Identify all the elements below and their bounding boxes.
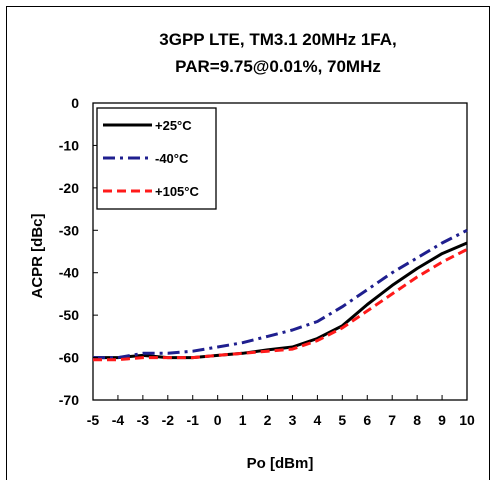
y-tick-label: -60 [59,350,79,366]
x-tick-label: 9 [438,412,446,428]
plot-border [92,102,468,401]
y-axis-label: ACPR [dBc] [29,213,46,298]
legend: +25°C -40°C +105°C [96,107,217,210]
plot-area [92,102,468,401]
series-layer [93,228,468,362]
x-tick-label: 3 [289,412,297,428]
y-tick-label: 0 [71,95,79,111]
chart-title-line-1: 3GPP LTE, TM3.1 20MHz 1FA, [159,30,396,49]
series-line-2 [93,248,468,362]
legend-label: +25°C [155,118,192,133]
x-tick-label: 10 [459,412,475,428]
x-tick-label: 4 [314,412,322,428]
legend-label: -40°C [155,151,189,166]
series-line-1 [93,228,468,360]
x-tick-label: 8 [413,412,421,428]
series-line-0 [93,241,468,360]
x-tick-label: -3 [137,412,150,428]
y-tick-label: -10 [59,137,79,153]
x-tick-label: 0 [214,412,222,428]
chart-frame [6,6,490,480]
x-tick-label: -4 [112,412,125,428]
y-tick-label: -50 [59,307,79,323]
y-tick-label: -20 [59,180,79,196]
x-tick-label: -1 [187,412,200,428]
x-tick-label: 1 [239,412,247,428]
y-tick-label: -70 [59,392,79,408]
y-tick-label: -40 [59,265,79,281]
x-tick-label: 2 [264,412,272,428]
x-axis-label: Po [dBm] [247,455,314,472]
chart-title-line-2: PAR=9.75@0.01%, 70MHz [175,57,381,76]
y-tick-label: -30 [59,222,79,238]
x-tick-label: -2 [162,412,175,428]
x-tick-label: 6 [363,412,371,428]
x-tick-label: 5 [338,412,346,428]
tick-layer: -5 -4 -3 -2 -1 0 1 2 3 4 5 6 7 8 9 100-10-20-30-40-50-6… [59,95,475,428]
legend-label: +105°C [155,184,199,199]
x-tick-label: 7 [388,412,396,428]
x-tick-label: -5 [87,412,100,428]
